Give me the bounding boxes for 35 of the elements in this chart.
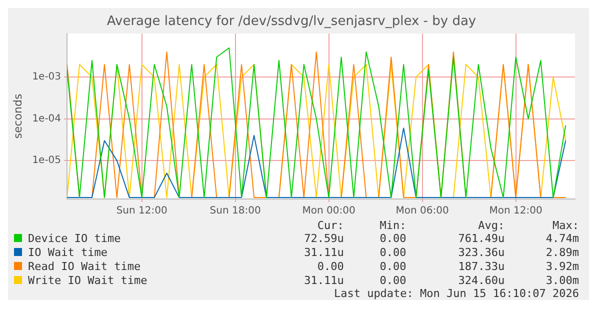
text: 324.60u bbox=[457, 274, 506, 288]
text: 3.92m bbox=[544, 260, 580, 274]
legend-label: IO Wait time bbox=[28, 246, 108, 259]
legend-label: Write IO Wait time bbox=[28, 274, 148, 287]
y-tick-label: 1e-04 bbox=[32, 113, 62, 124]
y-axis-title: seconds bbox=[11, 94, 24, 139]
text: 187.33u bbox=[457, 260, 506, 274]
y-tick-label: 1e-03 bbox=[32, 72, 62, 83]
x-tick-label: Mon 06:00 bbox=[396, 206, 449, 217]
text: 0.00 bbox=[378, 260, 408, 274]
x-tick-label: Sun 12:00 bbox=[116, 206, 168, 217]
legend-label: Device IO time bbox=[28, 232, 121, 245]
x-tick-label: Mon 12:00 bbox=[489, 206, 542, 217]
text: 0.00 bbox=[378, 232, 408, 246]
text: Last update: Mon Jun 15 16:10:07 2026 bbox=[332, 287, 580, 300]
x-tick-label: Mon 00:00 bbox=[302, 206, 356, 217]
y-tick-label: 1e-05 bbox=[32, 155, 62, 166]
text: Max: bbox=[552, 219, 580, 232]
chart-title: Average latency for /dev/ssdvg/lv_senjasrv_plex - by day bbox=[106, 14, 476, 30]
text: 2.89m bbox=[544, 246, 580, 260]
text: Min: bbox=[378, 219, 408, 232]
legend-label: Read IO Wait time bbox=[28, 260, 141, 273]
text: Cur: bbox=[316, 219, 345, 232]
text: 31.11u bbox=[303, 246, 345, 260]
text: 31.11u bbox=[303, 274, 345, 288]
text: 72.59u bbox=[303, 232, 345, 246]
text: 0.00 bbox=[378, 246, 408, 260]
text: 0.00 bbox=[378, 274, 408, 288]
text: 4.74m bbox=[544, 232, 580, 246]
x-tick-label: Sun 18:00 bbox=[210, 206, 261, 217]
text: Avg: bbox=[477, 219, 506, 232]
text: 0.00 bbox=[316, 260, 345, 274]
text: 3.00m bbox=[544, 274, 580, 288]
text: 323.36u bbox=[457, 246, 506, 260]
text: 761.49u bbox=[457, 232, 506, 246]
